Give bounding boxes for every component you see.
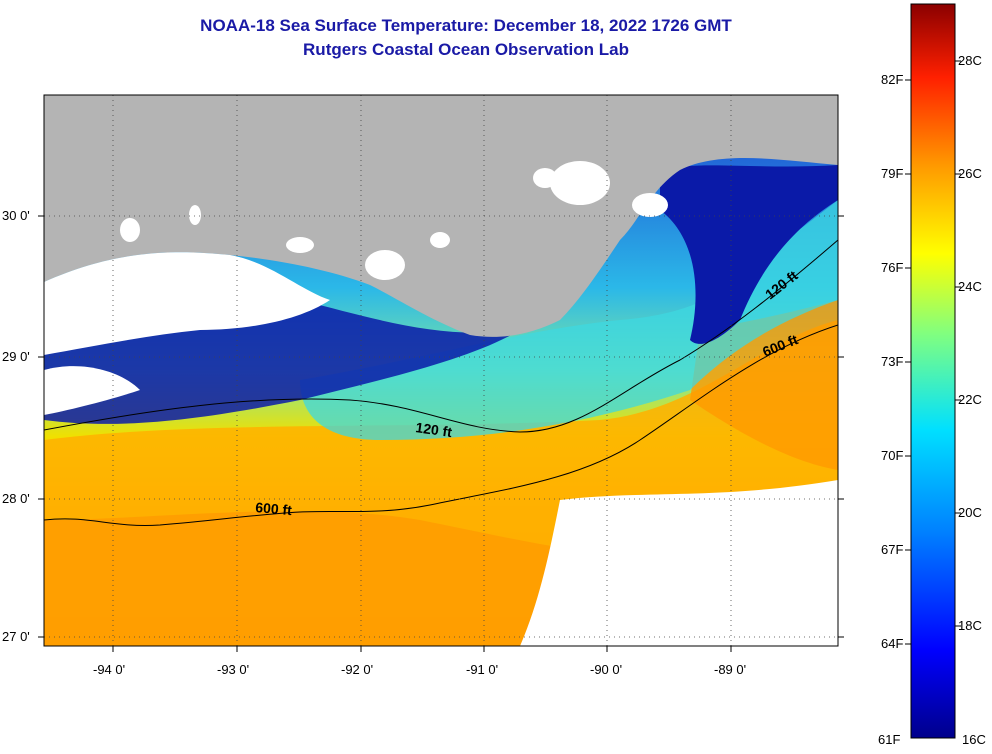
colorbar-c-label: 24C	[958, 279, 982, 294]
lon-label: -94 0'	[93, 662, 126, 677]
lat-label: 30 0'	[2, 208, 30, 223]
map-title: NOAA-18 Sea Surface Temperature: Decembe…	[200, 16, 732, 35]
cloud-lake	[550, 161, 610, 205]
contour-600ft	[44, 324, 838, 526]
colorbar-f-label: 82F	[881, 72, 904, 87]
colorbar-c-label: 18C	[958, 618, 982, 633]
colorbar-c-label: 26C	[958, 166, 982, 181]
colorbar-c-label: 20C	[958, 505, 982, 520]
cloud-cover-west	[44, 252, 330, 355]
colorbar-f-label: 73F	[881, 354, 904, 369]
contour-120ft	[44, 239, 838, 433]
lon-label: -90 0'	[590, 662, 623, 677]
colorbar-f-label: 61F	[878, 732, 901, 747]
lat-label: 29 0'	[2, 349, 30, 364]
cloud-patch	[44, 366, 140, 415]
lon-label: -89 0'	[714, 662, 747, 677]
lon-label: -91 0'	[466, 662, 499, 677]
map-frame	[43, 94, 839, 647]
lat-label: 27 0'	[2, 629, 30, 644]
colorbar-ticks	[905, 60, 961, 645]
lat-label: 28 0'	[2, 491, 30, 506]
land-mass	[44, 95, 838, 337]
contour-label: 120 ft	[415, 419, 454, 440]
colorbar-f-label: 76F	[881, 260, 904, 275]
lon-label: -93 0'	[217, 662, 250, 677]
temperature-colorbar	[910, 3, 956, 739]
colorbar-f-label: 79F	[881, 166, 904, 181]
map-area	[44, 95, 838, 646]
colorbar-f-label: 70F	[881, 448, 904, 463]
map-subtitle: Rutgers Coastal Ocean Observation Lab	[303, 40, 629, 59]
axis-ticks	[38, 215, 844, 652]
colorbar-f-label: 67F	[881, 542, 904, 557]
mid-water	[300, 200, 838, 440]
colorbar-c-label: 28C	[958, 53, 982, 68]
lon-label: -92 0'	[341, 662, 374, 677]
colorbar-c-label: 22C	[958, 392, 982, 407]
contour-label: 600 ft	[255, 499, 293, 518]
graticule	[44, 95, 838, 646]
colorbar-c-label: 16C	[962, 732, 986, 747]
colorbar-f-label: 64F	[881, 636, 904, 651]
cold-water-delta	[660, 165, 838, 344]
cloud-cover-southeast	[520, 480, 838, 646]
